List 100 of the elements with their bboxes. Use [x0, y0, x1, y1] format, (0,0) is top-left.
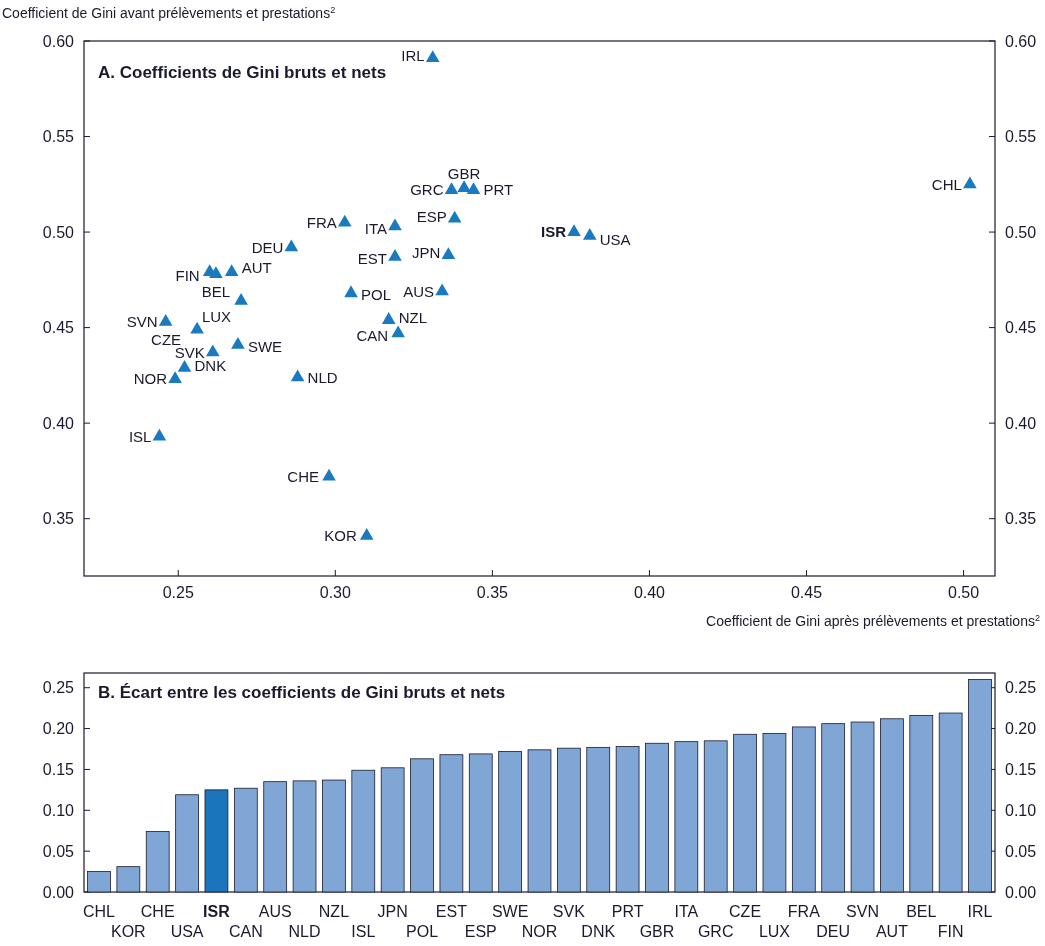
y-tick-label: 0.15: [42, 761, 75, 779]
x-tick-label: GRC: [697, 923, 734, 940]
x-tick-label: POL: [406, 923, 439, 940]
y2-tick-label: 0.05: [1005, 842, 1037, 860]
x-tick-label: CAN: [228, 923, 263, 940]
text: A. Coefficients de Gini bruts et nets: [98, 63, 387, 82]
x-tick-label: JPN: [377, 903, 408, 920]
annotation: SWE: [247, 338, 283, 356]
x-tick-label: NLD: [288, 923, 321, 940]
y2-tick-label: 0.25: [1005, 679, 1037, 697]
annotation: CAN: [356, 326, 389, 344]
x-tick-label: IRL: [967, 903, 993, 920]
point: [582, 228, 597, 240]
annotation: BEL: [201, 283, 231, 301]
point: [388, 218, 402, 231]
point: [466, 182, 481, 194]
x-tick-label: SVK: [552, 903, 586, 920]
point: [284, 239, 299, 252]
point: [337, 214, 352, 227]
y2-tick-label: 0.40: [1005, 414, 1037, 432]
point: [441, 247, 456, 259]
annotation: ISR: [541, 223, 567, 241]
annotation: GRC: [410, 181, 444, 199]
x-axis-title: Coefficient de Gini après prélèvements et prestations$^{2}$: [706, 613, 1040, 629]
point: [344, 285, 358, 298]
y-tick-label: 0.20: [42, 720, 75, 738]
x-tick-label: AUS: [258, 903, 292, 920]
x-tick-label: 0.40: [633, 584, 666, 601]
annotation: GBR: [447, 165, 481, 183]
point: [388, 249, 402, 261]
x-tick-label: USA: [170, 923, 204, 940]
x-tick-label: ESP: [464, 923, 497, 940]
point: [152, 428, 167, 441]
annotation: PRT: [483, 181, 514, 199]
x-tick-label: NOR: [521, 923, 558, 940]
annotation: IRL: [401, 47, 425, 65]
annotation: LUX: [201, 308, 232, 326]
y-tick-label: 0.00: [42, 883, 75, 901]
y2-tick-label: 0.10: [1005, 801, 1037, 819]
x-tick-label: DEU: [816, 923, 851, 940]
y2-tick-label: 0.45: [1005, 319, 1037, 337]
point: [177, 359, 192, 372]
x-tick-label: 0.25: [162, 584, 194, 601]
x-tick-label: BEL: [906, 903, 937, 920]
y-tick-label: 0.55: [42, 128, 75, 146]
annotation: FRA: [306, 213, 337, 231]
x-tick-label: PRT: [611, 903, 644, 920]
y-tick-label: 0.35: [42, 510, 75, 528]
annotation: JPN: [412, 244, 441, 262]
point: [457, 180, 471, 193]
text: B. Écart entre les coefficients de Gini bruts et nets: [98, 683, 506, 702]
annotation: ESP: [416, 207, 447, 225]
annotation: ISL: [128, 427, 152, 445]
y-tick-label: 0.10: [42, 801, 75, 819]
annotation: AUS: [403, 282, 435, 300]
point: [168, 371, 182, 384]
x-tick-label: SVN: [846, 903, 879, 920]
x-tick-label: GBR: [639, 923, 675, 940]
x-tick-label: CZE: [729, 903, 762, 920]
point: [206, 344, 220, 357]
y2-tick-label: 0.20: [1005, 720, 1037, 738]
point: [391, 325, 405, 338]
y2-tick-label: 0.00: [1005, 883, 1037, 901]
y-tick-label: 0.60: [42, 32, 75, 50]
y-axis-title: Coefficient de Gini avant prélèvements et prestations$^{2}$: [2, 5, 336, 21]
x-tick-label: 0.35: [476, 584, 509, 601]
point: [224, 264, 239, 277]
point: [234, 293, 248, 305]
x-tick-label: DNK: [581, 923, 616, 940]
y-tick-label: 0.50: [42, 223, 75, 241]
x-tick-label: ITA: [674, 903, 699, 920]
x-tick-label: 0.50: [948, 584, 980, 601]
point: [359, 528, 374, 540]
point: [444, 182, 459, 194]
x-tick-label: FIN: [937, 923, 964, 940]
point: [567, 224, 581, 236]
point: [231, 336, 245, 349]
y-tick-label: 0.45: [42, 319, 75, 337]
x-tick-label: AUT: [875, 923, 909, 940]
annotation: POL: [361, 286, 392, 304]
point: [425, 50, 440, 63]
x-tick-label: NZL: [318, 903, 350, 920]
x-tick-label: CHL: [82, 903, 116, 920]
point: [290, 369, 305, 382]
annotation: SVN: [126, 313, 158, 331]
annotation: AUT: [241, 259, 272, 277]
point: [435, 283, 449, 296]
x-tick-label: FRA: [787, 903, 821, 920]
y-tick-label: 0.40: [42, 414, 75, 432]
annotation: NLD: [307, 368, 338, 386]
point: [447, 210, 462, 223]
annotation: NZL: [398, 309, 428, 327]
x-tick-label: CHE: [140, 903, 175, 920]
y2-tick-label: 0.55: [1005, 128, 1037, 146]
y2-tick-label: 0.60: [1005, 32, 1037, 50]
x-tick-label: LUX: [758, 923, 791, 940]
y2-tick-label: 0.35: [1005, 510, 1037, 528]
point: [322, 468, 336, 481]
x-tick-label: KOR: [111, 923, 146, 940]
annotation: KOR: [324, 527, 357, 545]
